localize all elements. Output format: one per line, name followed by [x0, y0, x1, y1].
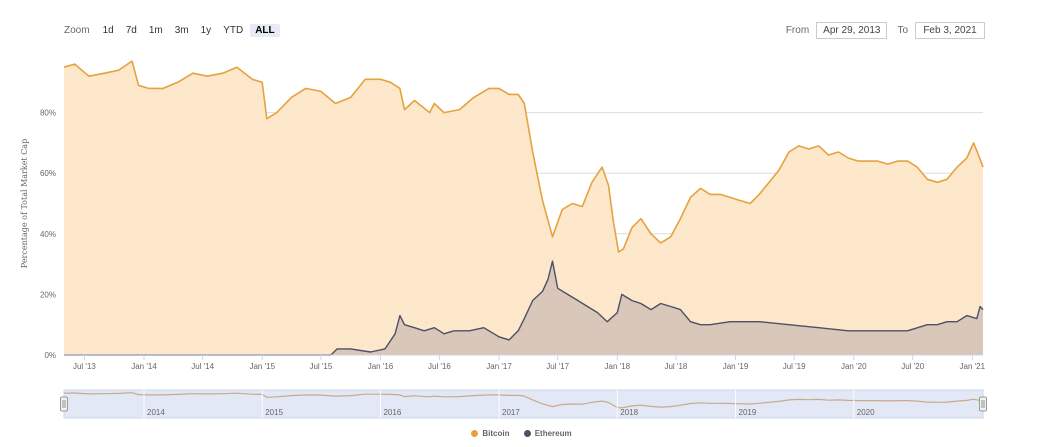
- y-tick-label: 80%: [40, 109, 56, 118]
- x-tick-label: Jul '20: [901, 362, 924, 371]
- navigator-tick-label: 2015: [265, 408, 283, 417]
- y-axis-title: Percentage of Total Market Cap: [20, 139, 29, 268]
- date-range: From Apr 29, 2013 To Feb 3, 2021: [786, 22, 985, 39]
- ethereum-area-texture: [64, 261, 983, 355]
- navigator-tick-label: 2019: [739, 408, 757, 417]
- navigator-tick-label: 2016: [383, 408, 401, 417]
- y-tick-label: 20%: [40, 290, 56, 299]
- x-tick-label: Jul '15: [309, 362, 332, 371]
- x-tick-label: Jul '19: [783, 362, 806, 371]
- zoom-selector: Zoom 1d 7d 1m 3m 1y YTD ALL: [64, 22, 282, 38]
- bitcoin-legend-marker: [471, 430, 479, 437]
- x-tick-label: Jul '16: [428, 362, 451, 371]
- zoom-label: Zoom: [64, 24, 90, 36]
- zoom-all-button[interactable]: ALL: [250, 23, 280, 37]
- series-layer: [63, 60, 984, 356]
- legend-item-ethereum[interactable]: Ethereum: [523, 429, 572, 438]
- ethereum-legend-marker: [523, 430, 531, 437]
- legend: Bitcoin Ethereum: [0, 429, 1043, 439]
- navigator-right-handle[interactable]: [979, 396, 987, 412]
- x-tick-label: Jan '16: [368, 362, 394, 371]
- x-tick-label: Jan '21: [960, 362, 986, 371]
- zoom-1d-button[interactable]: 1d: [102, 24, 114, 36]
- navigator-tick-label: 2017: [502, 408, 520, 417]
- x-tick-label: Jan '15: [249, 362, 275, 371]
- navigator-tick-label: 2014: [147, 408, 165, 417]
- zoom-ytd-button[interactable]: YTD: [223, 24, 244, 36]
- bitcoin-line: [63, 60, 984, 253]
- navigator-series-line: [63, 392, 984, 409]
- x-tick-label: Jan '19: [723, 362, 749, 371]
- from-label: From: [785, 25, 810, 36]
- to-date-input[interactable]: Feb 3, 2021: [915, 22, 985, 39]
- navigator-left-handle[interactable]: [60, 396, 68, 412]
- y-tick-label: 0%: [44, 351, 56, 360]
- zoom-1y-button[interactable]: 1y: [200, 24, 212, 36]
- x-tick-label: Jul '17: [546, 362, 569, 371]
- bitcoin-area-texture: [64, 61, 983, 355]
- navigator[interactable]: 2014 2015 2016 2017 2018 2019 2020: [60, 389, 987, 419]
- x-tick-label: Jan '14: [131, 362, 157, 371]
- x-tick-label: Jul '18: [664, 362, 687, 371]
- from-date-input[interactable]: Apr 29, 2013: [816, 22, 888, 39]
- x-tick-label: Jul '14: [191, 362, 214, 371]
- y-tick-label: 40%: [40, 230, 56, 239]
- legend-item-bitcoin[interactable]: Bitcoin: [471, 429, 509, 438]
- navigator-tick-label: 2020: [857, 408, 875, 417]
- ethereum-line: [64, 260, 984, 356]
- legend-ethereum-label: Ethereum: [534, 429, 572, 438]
- axes: 0% 20% 40% 60% 80% Percentage of Total Market…: [20, 109, 986, 371]
- zoom-1m-button[interactable]: 1m: [148, 24, 163, 36]
- x-tick-label: Jan '20: [841, 362, 867, 371]
- to-label: To: [897, 25, 908, 36]
- zoom-7d-button[interactable]: 7d: [125, 24, 137, 36]
- x-tick-label: Jan '17: [486, 362, 512, 371]
- y-tick-label: 60%: [40, 169, 56, 178]
- navigator-tick-label: 2018: [620, 408, 638, 417]
- legend-bitcoin-label: Bitcoin: [482, 429, 510, 438]
- zoom-3m-button[interactable]: 3m: [174, 24, 189, 36]
- navigator-selection: [63, 389, 984, 419]
- x-tick-label: Jan '18: [605, 362, 631, 371]
- x-tick-label: Jul '13: [73, 362, 96, 371]
